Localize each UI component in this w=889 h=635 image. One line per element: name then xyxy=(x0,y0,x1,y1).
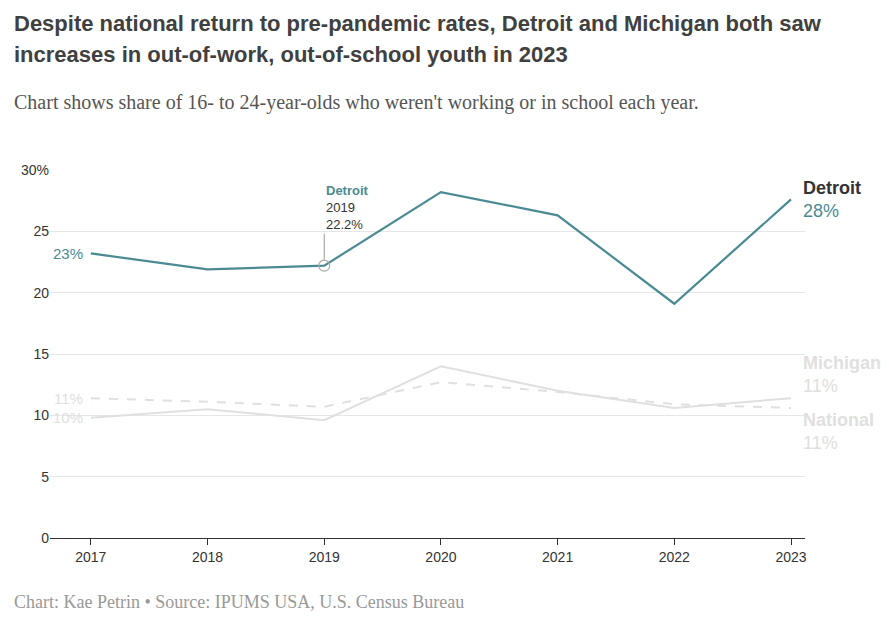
svg-text:2023: 2023 xyxy=(775,549,806,565)
svg-text:Detroit28%: Detroit28% xyxy=(803,178,861,221)
svg-text:2020: 2020 xyxy=(425,549,456,565)
svg-text:2022: 2022 xyxy=(659,549,690,565)
svg-text:10: 10 xyxy=(33,407,49,423)
html-text:Chart shows share of 16- to 24: Chart shows share of 16- to 24-year-olds… xyxy=(14,91,699,113)
svg-text:5: 5 xyxy=(41,469,49,485)
svg-text:2018: 2018 xyxy=(192,549,223,565)
svg-text:Detroit201922.2%: Detroit201922.2% xyxy=(326,183,369,232)
svg-text:0: 0 xyxy=(41,530,49,546)
html-text:Chart: Kae Petrin • Source: IP: Chart: Kae Petrin • Source: IPUMS USA, U… xyxy=(14,592,465,612)
svg-text:20: 20 xyxy=(33,285,49,301)
svg-text:2021: 2021 xyxy=(542,549,573,565)
svg-text:National11%: National11% xyxy=(803,410,874,453)
svg-text:2019: 2019 xyxy=(309,549,340,565)
html-text:Despite national return to pre: Despite national return to pre-pandemic … xyxy=(14,11,821,67)
svg-text:Michigan11%: Michigan11% xyxy=(803,353,881,396)
svg-text:10%: 10% xyxy=(53,409,83,426)
svg-text:23%: 23% xyxy=(53,245,83,262)
svg-text:30%: 30% xyxy=(21,162,49,178)
svg-text:2017: 2017 xyxy=(75,549,106,565)
svg-text:11%: 11% xyxy=(54,390,83,407)
svg-text:25: 25 xyxy=(33,223,49,239)
svg-text:15: 15 xyxy=(33,346,49,362)
